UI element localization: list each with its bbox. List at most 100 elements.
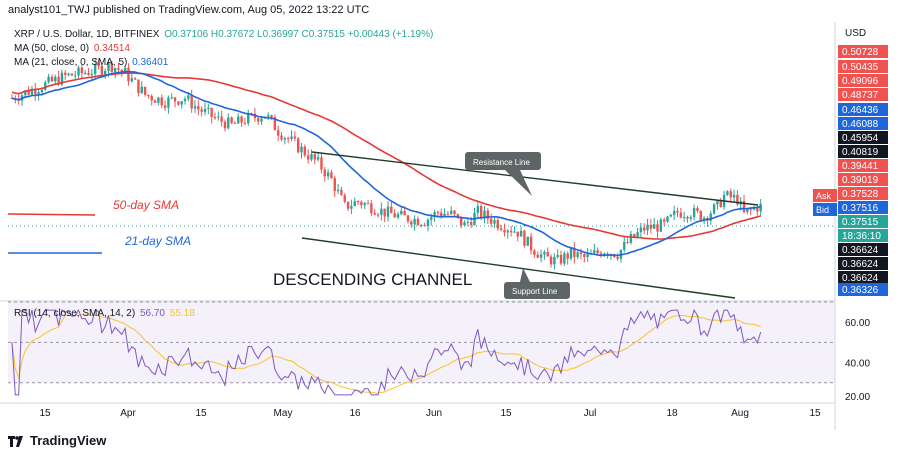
candle-body bbox=[34, 89, 37, 95]
price-tag-bg bbox=[838, 131, 888, 144]
candle-body bbox=[662, 219, 666, 222]
candle-body bbox=[719, 200, 722, 207]
price-tag-bg bbox=[838, 201, 888, 214]
candle-body bbox=[310, 154, 313, 160]
candle-body bbox=[596, 250, 599, 254]
time-tick-label: 15 bbox=[809, 408, 821, 419]
price-tag-label: 0.39441 bbox=[842, 161, 879, 172]
candle-body bbox=[489, 218, 493, 224]
candle-body bbox=[526, 236, 529, 246]
price-tag-label: 0.48737 bbox=[842, 90, 879, 101]
candle-body bbox=[460, 216, 463, 226]
candle-body bbox=[543, 252, 546, 255]
candle-body bbox=[499, 228, 503, 230]
price-tag-label: 0.37515 bbox=[842, 217, 879, 228]
support-callout-pointer bbox=[520, 268, 530, 282]
candle-body bbox=[659, 219, 663, 232]
candle-body bbox=[230, 117, 233, 123]
candle-body bbox=[140, 86, 143, 93]
candle-body bbox=[546, 252, 549, 257]
candle-body bbox=[283, 138, 287, 140]
candle-body bbox=[340, 189, 343, 196]
ma21-label: MA (21, close, 0, SMA, 5) bbox=[14, 57, 128, 68]
candle-body bbox=[296, 138, 300, 153]
candle-body bbox=[373, 213, 376, 215]
grid bbox=[0, 225, 835, 404]
candle-body bbox=[652, 224, 656, 229]
candle-body bbox=[469, 222, 473, 226]
legend-symbol-line: XRP / U.S. Dollar, 1D, BITFINEX O0.37106… bbox=[14, 29, 433, 40]
candle-body bbox=[97, 63, 100, 66]
channel-annotation: DESCENDING CHANNEL bbox=[273, 270, 472, 289]
candle-body bbox=[60, 72, 64, 85]
candle-body bbox=[27, 90, 30, 95]
candle-body bbox=[649, 224, 653, 229]
candle-body bbox=[712, 204, 716, 214]
candle-body bbox=[586, 253, 589, 258]
price-tag-bg bbox=[838, 257, 888, 270]
rsi-sma-line bbox=[11, 313, 761, 394]
candle-body bbox=[320, 157, 323, 170]
time-tick-label: Jul bbox=[584, 408, 597, 419]
candle-body bbox=[346, 201, 350, 209]
price-tag-bg bbox=[838, 243, 888, 256]
candle-body bbox=[127, 67, 130, 82]
candle-body bbox=[746, 209, 749, 213]
candle-body bbox=[626, 242, 629, 244]
ma50-value: 0.34514 bbox=[93, 43, 130, 54]
candle-body bbox=[692, 208, 696, 218]
candle-body bbox=[639, 227, 643, 233]
candle-body bbox=[110, 63, 114, 72]
sma50-annotation: 50-day SMA bbox=[113, 198, 179, 212]
candle-body bbox=[240, 116, 243, 123]
rsi-tick-label: 20.00 bbox=[845, 392, 870, 403]
candle-body bbox=[390, 206, 393, 214]
price-tag-bg bbox=[838, 159, 888, 172]
candle-body bbox=[160, 97, 163, 106]
legend-ma21-line: MA (21, close, 0, SMA, 5) 0.36401 bbox=[14, 57, 168, 68]
trend-lines bbox=[301, 151, 759, 299]
price-tag-bg bbox=[838, 103, 888, 116]
candle-body bbox=[593, 250, 596, 253]
candle-body bbox=[247, 113, 250, 124]
candle-body bbox=[726, 191, 729, 195]
candle-body bbox=[513, 231, 516, 233]
candle-body bbox=[370, 203, 373, 214]
candle-body bbox=[616, 256, 619, 259]
candle-body bbox=[133, 78, 137, 80]
candle-body bbox=[366, 203, 370, 205]
candle-body bbox=[64, 72, 67, 75]
candle-body bbox=[759, 204, 762, 212]
bid-tag-bg bbox=[813, 203, 837, 216]
candle-body bbox=[137, 79, 140, 93]
candle-body bbox=[656, 224, 659, 232]
candle-body bbox=[669, 214, 673, 217]
candle-body bbox=[423, 225, 426, 227]
candle-body bbox=[536, 254, 539, 258]
candle-body bbox=[426, 219, 430, 226]
rsi-pane bbox=[8, 301, 835, 396]
candle-body bbox=[456, 214, 460, 217]
candle-body bbox=[257, 118, 260, 122]
candle-body bbox=[636, 232, 639, 237]
candle-body bbox=[303, 146, 307, 156]
footer: TradingView bbox=[0, 430, 900, 454]
candle-body bbox=[689, 217, 692, 219]
candle-body bbox=[556, 255, 559, 257]
candle-body bbox=[187, 95, 190, 99]
sma21-annotation: 21-day SMA bbox=[124, 234, 191, 248]
price-chart[interactable]: USD 0.50728 0.50435 0.49096 0.48737 0.46436 0.… bbox=[0, 22, 900, 430]
candle-body bbox=[516, 231, 519, 237]
candle-body bbox=[207, 107, 210, 109]
candle-body bbox=[167, 97, 170, 108]
candle-body bbox=[583, 254, 586, 258]
candle-body bbox=[84, 72, 87, 74]
candle-body bbox=[576, 252, 579, 258]
support-callout-label: Support Line bbox=[512, 287, 558, 296]
tradingview-logo-icon bbox=[8, 436, 23, 447]
candle-body bbox=[17, 100, 20, 102]
candle-body bbox=[197, 106, 200, 110]
time-tick-label: May bbox=[274, 408, 293, 419]
candle-body bbox=[227, 117, 230, 129]
candle-body bbox=[633, 234, 636, 237]
